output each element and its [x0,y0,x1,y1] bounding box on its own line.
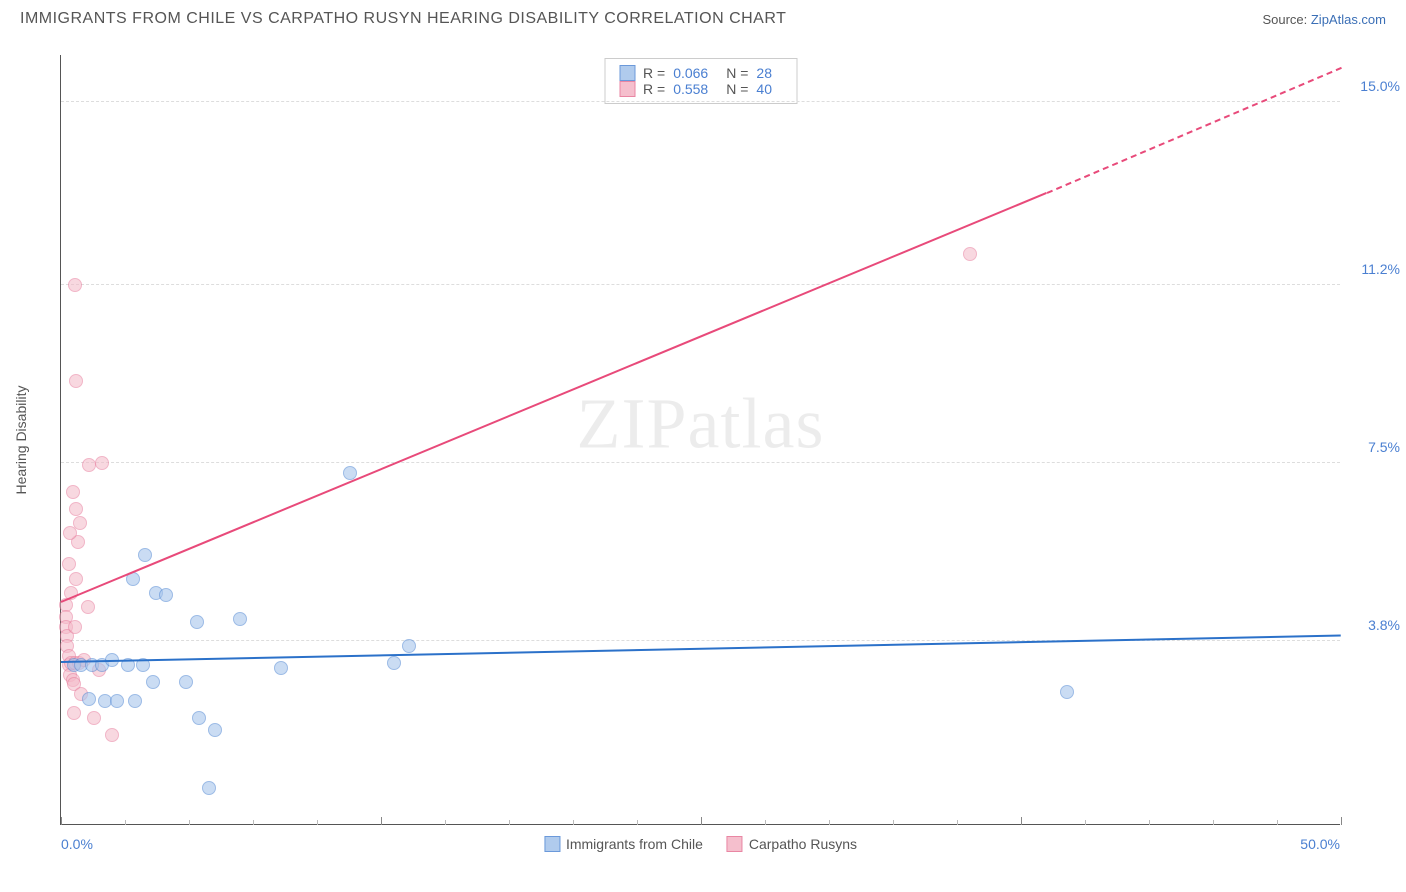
n-value-pink: 40 [756,81,772,97]
x-minor-tick [445,820,446,825]
x-minor-tick [189,820,190,825]
data-point-blue [110,694,124,708]
x-tick [701,817,702,825]
x-minor-tick [637,820,638,825]
x-minor-tick [765,820,766,825]
y-tick-label: 15.0% [1360,78,1400,94]
data-point-pink [73,516,87,530]
y-tick-label: 11.2% [1361,261,1400,277]
x-minor-tick [957,820,958,825]
data-point-blue [190,615,204,629]
x-minor-tick [125,820,126,825]
x-tick-label: 50.0% [1300,836,1340,852]
correlation-stats-box: R = 0.066 N = 28 R = 0.558 N = 40 [604,58,797,104]
data-point-blue [208,723,222,737]
data-point-blue [402,639,416,653]
x-minor-tick [1149,820,1150,825]
legend-item-pink: Carpatho Rusyns [727,836,857,852]
n-label: N = [726,65,748,81]
source-prefix: Source: [1262,12,1310,27]
plot-region: Hearing Disability ZIPatlas R = 0.066 N … [60,55,1340,825]
stats-row-blue: R = 0.066 N = 28 [619,65,782,81]
data-point-blue [138,548,152,562]
x-tick [1341,817,1342,825]
legend-item-blue: Immigrants from Chile [544,836,703,852]
data-point-pink [66,485,80,499]
x-minor-tick [829,820,830,825]
data-point-blue [274,661,288,675]
trend-line-pink-extrapolated [1046,67,1341,194]
data-point-pink [69,572,83,586]
y-axis-title: Hearing Disability [13,385,29,494]
x-minor-tick [1277,820,1278,825]
stats-row-pink: R = 0.558 N = 40 [619,81,782,97]
swatch-pink [619,81,635,97]
source-link[interactable]: ZipAtlas.com [1311,12,1386,27]
x-minor-tick [317,820,318,825]
data-point-blue [202,781,216,795]
data-point-pink [82,458,96,472]
r-label: R = [643,81,665,97]
watermark: ZIPatlas [577,383,825,466]
data-point-pink [963,247,977,261]
r-value-blue: 0.066 [673,65,708,81]
legend-label-blue: Immigrants from Chile [566,836,703,852]
data-point-pink [69,502,83,516]
n-value-blue: 28 [756,65,772,81]
data-point-pink [68,620,82,634]
data-point-pink [105,728,119,742]
legend-swatch-pink [727,836,743,852]
x-minor-tick [253,820,254,825]
data-point-blue [233,612,247,626]
x-tick-label: 0.0% [61,836,93,852]
r-value-pink: 0.558 [673,81,708,97]
x-tick [61,817,62,825]
source-attribution: Source: ZipAtlas.com [1262,12,1386,27]
x-minor-tick [509,820,510,825]
chart-area: Hearing Disability ZIPatlas R = 0.066 N … [60,55,1340,825]
swatch-blue [619,65,635,81]
data-point-blue [128,694,142,708]
data-point-blue [82,692,96,706]
x-minor-tick [1085,820,1086,825]
bottom-legend: Immigrants from Chile Carpatho Rusyns [544,836,857,852]
legend-swatch-blue [544,836,560,852]
gridline [61,101,1340,102]
data-point-pink [87,711,101,725]
data-point-pink [69,374,83,388]
x-minor-tick [1213,820,1214,825]
data-point-blue [387,656,401,670]
data-point-blue [159,588,173,602]
y-tick-label: 7.5% [1368,439,1400,455]
n-label: N = [726,81,748,97]
legend-label-pink: Carpatho Rusyns [749,836,857,852]
data-point-blue [1060,685,1074,699]
data-point-pink [81,600,95,614]
y-tick-label: 3.8% [1368,617,1400,633]
gridline [61,284,1340,285]
trend-line-blue [61,634,1341,662]
chart-title: IMMIGRANTS FROM CHILE VS CARPATHO RUSYN … [20,10,786,28]
x-tick [1021,817,1022,825]
data-point-blue [146,675,160,689]
r-label: R = [643,65,665,81]
data-point-blue [192,711,206,725]
data-point-pink [62,557,76,571]
data-point-pink [67,706,81,720]
data-point-pink [68,278,82,292]
trend-line-pink [61,192,1047,603]
data-point-blue [179,675,193,689]
x-tick [381,817,382,825]
x-minor-tick [893,820,894,825]
data-point-pink [95,456,109,470]
gridline [61,462,1340,463]
x-minor-tick [573,820,574,825]
